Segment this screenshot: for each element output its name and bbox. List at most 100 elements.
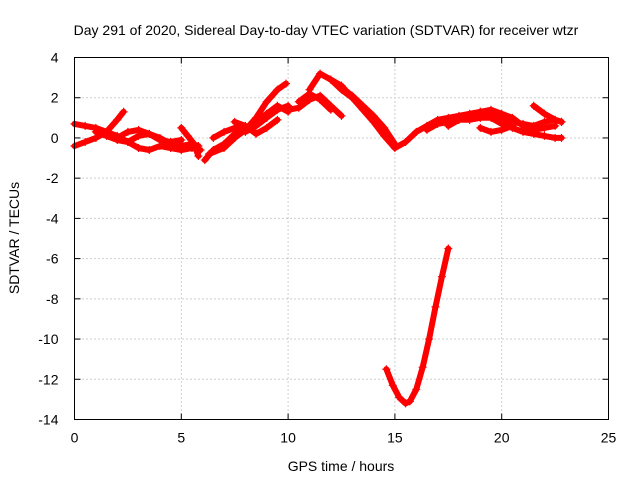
data-point bbox=[395, 393, 404, 402]
data-point bbox=[284, 105, 293, 114]
data-point bbox=[230, 133, 239, 142]
data-point bbox=[425, 335, 434, 344]
x-tick-label: 20 bbox=[494, 430, 510, 446]
y-tick-label: -8 bbox=[46, 291, 59, 307]
data-point bbox=[418, 363, 427, 372]
data-point bbox=[444, 121, 453, 130]
series-arc-18 bbox=[529, 101, 566, 126]
data-point bbox=[454, 115, 463, 124]
data-point bbox=[190, 139, 199, 148]
data-point bbox=[262, 123, 271, 132]
data-point bbox=[177, 123, 186, 132]
data-series bbox=[70, 69, 566, 408]
data-point bbox=[465, 111, 474, 120]
plot-frame bbox=[74, 57, 609, 420]
series-arc-12 bbox=[294, 89, 335, 114]
series-line bbox=[206, 80, 289, 157]
data-point bbox=[405, 397, 414, 406]
series-line bbox=[383, 245, 452, 407]
data-point bbox=[316, 95, 325, 104]
axis-ticks: 0 5 10 15 20 25 -14 -12 -10 -8 -6 -4 -2 0 2 4 bbox=[38, 50, 616, 446]
data-point bbox=[194, 152, 203, 161]
data-point bbox=[273, 115, 282, 124]
data-point bbox=[220, 127, 229, 136]
data-point bbox=[422, 125, 431, 134]
data-point bbox=[113, 115, 122, 124]
series-line bbox=[530, 102, 565, 125]
data-point bbox=[123, 127, 132, 136]
chart-title: Day 291 of 2020, Sidereal Day-to-day VTE… bbox=[74, 22, 579, 38]
data-point bbox=[508, 113, 517, 122]
data-point bbox=[155, 135, 164, 144]
data-point bbox=[123, 137, 132, 146]
data-point bbox=[252, 113, 261, 122]
data-point bbox=[102, 131, 111, 140]
data-point bbox=[145, 129, 154, 138]
series-line bbox=[71, 108, 127, 135]
data-point bbox=[177, 135, 186, 144]
series-arc-13 bbox=[326, 75, 566, 152]
y-tick-label: -2 bbox=[46, 170, 59, 186]
data-point bbox=[134, 144, 143, 152]
data-point bbox=[200, 156, 209, 165]
series-arc-04 bbox=[113, 125, 186, 146]
data-point bbox=[557, 117, 566, 126]
data-point bbox=[508, 121, 517, 130]
y-tick-label: 4 bbox=[51, 50, 59, 66]
data-point bbox=[369, 111, 378, 120]
data-point bbox=[81, 121, 90, 130]
data-point bbox=[119, 107, 128, 116]
series-line bbox=[178, 124, 202, 159]
data-point bbox=[91, 127, 100, 136]
data-point bbox=[444, 244, 453, 253]
data-point bbox=[145, 146, 154, 155]
y-tick-label: -10 bbox=[38, 331, 58, 347]
data-point bbox=[412, 385, 421, 394]
data-point bbox=[230, 117, 239, 126]
data-point bbox=[401, 137, 410, 146]
data-point bbox=[113, 133, 122, 142]
data-point bbox=[433, 119, 442, 128]
data-point bbox=[241, 121, 250, 130]
data-point bbox=[358, 101, 367, 110]
data-point bbox=[273, 105, 282, 114]
y-tick-label: -14 bbox=[38, 412, 58, 428]
data-point bbox=[497, 125, 506, 134]
x-tick-label: 15 bbox=[387, 430, 403, 446]
data-point bbox=[281, 79, 290, 88]
data-point bbox=[337, 111, 346, 120]
series-arc-19 bbox=[382, 244, 453, 408]
data-point bbox=[382, 365, 391, 374]
y-tick-label: -4 bbox=[46, 210, 59, 226]
data-point bbox=[388, 381, 397, 390]
y-axis-label: SDTVAR / TECUs bbox=[6, 182, 22, 294]
data-point bbox=[220, 144, 229, 152]
x-tick-label: 25 bbox=[601, 430, 617, 446]
data-point bbox=[273, 85, 282, 94]
data-point bbox=[262, 97, 271, 106]
series-arc-05 bbox=[177, 123, 203, 161]
data-point bbox=[262, 113, 271, 122]
data-point bbox=[183, 131, 192, 140]
data-point bbox=[305, 89, 314, 98]
data-point bbox=[540, 109, 549, 118]
data-point bbox=[401, 399, 410, 408]
data-point bbox=[390, 139, 399, 148]
data-point bbox=[326, 105, 335, 114]
data-point bbox=[252, 129, 261, 138]
data-point bbox=[337, 83, 346, 92]
y-tick-label: -6 bbox=[46, 251, 59, 267]
y-tick-label: -12 bbox=[38, 371, 58, 387]
data-point bbox=[557, 133, 566, 142]
data-point bbox=[81, 137, 90, 146]
data-point bbox=[519, 121, 528, 130]
series-line bbox=[338, 84, 398, 147]
x-tick-label: 0 bbox=[71, 430, 79, 446]
data-point bbox=[205, 150, 214, 159]
x-tick-label: 5 bbox=[177, 430, 185, 446]
x-tick-label: 10 bbox=[280, 430, 296, 446]
data-point bbox=[316, 69, 325, 78]
data-point bbox=[476, 107, 485, 116]
y-tick-label: 2 bbox=[51, 90, 59, 106]
